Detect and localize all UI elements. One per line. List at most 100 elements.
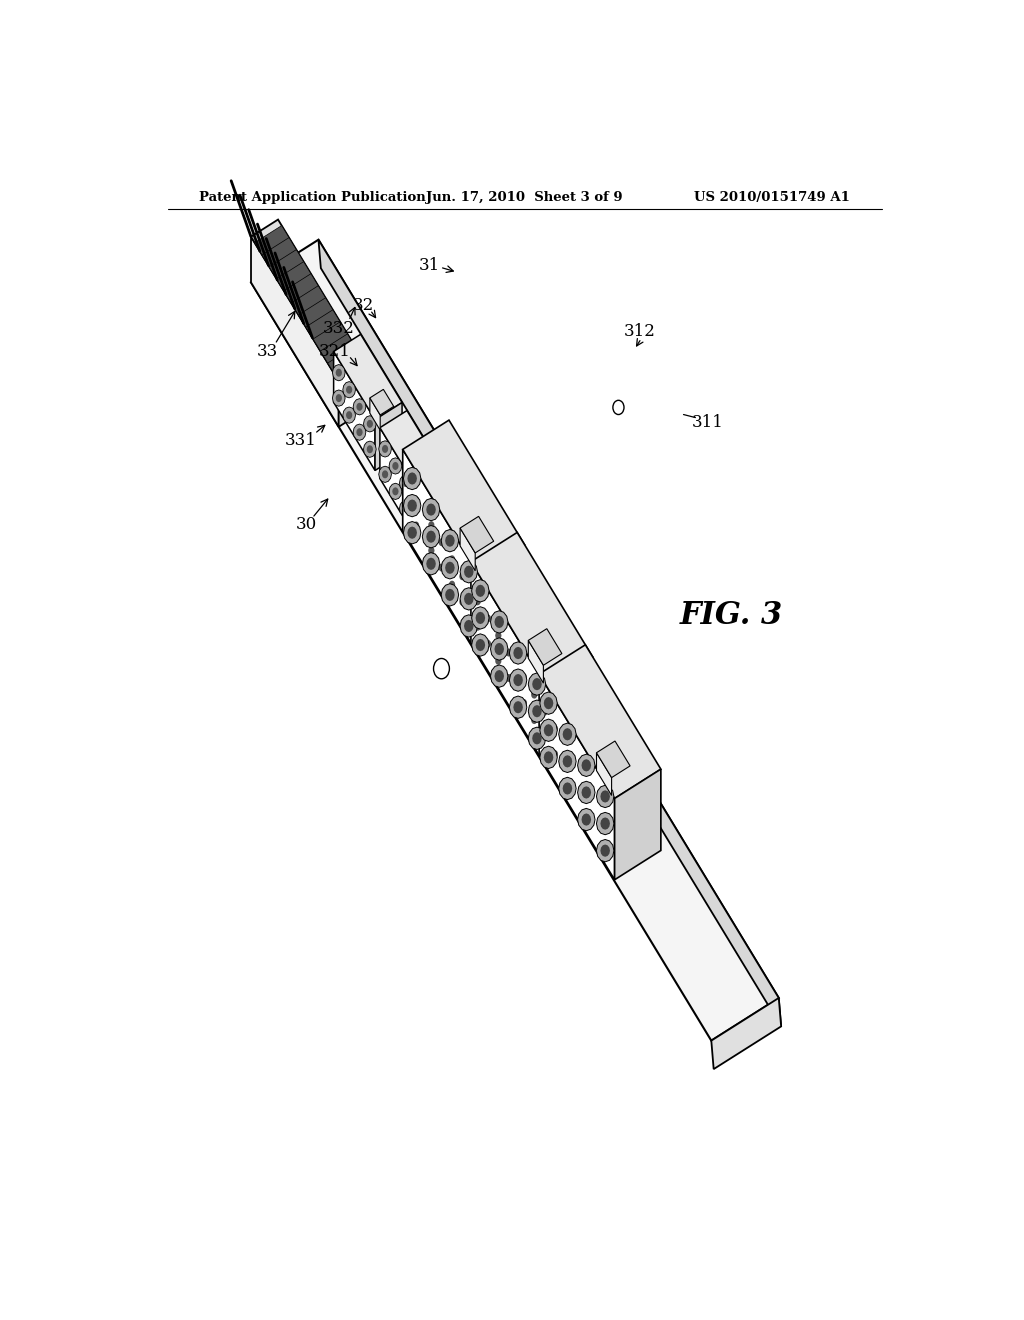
Polygon shape: [481, 610, 495, 627]
Polygon shape: [597, 752, 611, 796]
Polygon shape: [549, 746, 561, 762]
Polygon shape: [503, 669, 515, 686]
Polygon shape: [460, 528, 475, 570]
Polygon shape: [495, 643, 504, 655]
Polygon shape: [532, 733, 542, 744]
Polygon shape: [334, 351, 375, 470]
Polygon shape: [438, 564, 444, 572]
Polygon shape: [496, 631, 502, 639]
Polygon shape: [380, 411, 449, 496]
Polygon shape: [597, 741, 630, 777]
Polygon shape: [472, 579, 489, 602]
Polygon shape: [402, 420, 524, 574]
Polygon shape: [596, 812, 614, 834]
Polygon shape: [528, 640, 544, 684]
Polygon shape: [531, 715, 538, 725]
Polygon shape: [495, 671, 504, 682]
Polygon shape: [506, 648, 512, 656]
Polygon shape: [544, 751, 553, 763]
Polygon shape: [435, 535, 449, 550]
Polygon shape: [364, 416, 376, 432]
Polygon shape: [251, 236, 339, 426]
Polygon shape: [438, 539, 444, 546]
Text: 312: 312: [624, 322, 655, 339]
Polygon shape: [582, 813, 591, 826]
Polygon shape: [528, 686, 541, 702]
Text: 332: 332: [323, 319, 354, 337]
Polygon shape: [367, 420, 373, 428]
Polygon shape: [555, 702, 565, 735]
Polygon shape: [459, 573, 466, 581]
Polygon shape: [410, 517, 423, 533]
Polygon shape: [459, 598, 466, 606]
Polygon shape: [356, 403, 362, 411]
Polygon shape: [539, 704, 551, 719]
Polygon shape: [463, 541, 486, 568]
Polygon shape: [336, 395, 342, 403]
Polygon shape: [509, 696, 526, 718]
Polygon shape: [333, 364, 345, 380]
Polygon shape: [472, 634, 489, 656]
Polygon shape: [481, 636, 495, 652]
Polygon shape: [559, 777, 577, 800]
Polygon shape: [392, 487, 398, 495]
Polygon shape: [379, 466, 391, 482]
Polygon shape: [559, 723, 577, 746]
Polygon shape: [513, 675, 523, 686]
Polygon shape: [364, 441, 376, 457]
Polygon shape: [578, 808, 595, 830]
Polygon shape: [445, 577, 459, 593]
Polygon shape: [496, 657, 502, 665]
Polygon shape: [313, 322, 351, 356]
Polygon shape: [460, 561, 477, 583]
Text: 33: 33: [256, 343, 278, 360]
Text: 30: 30: [296, 516, 317, 533]
Polygon shape: [449, 581, 456, 589]
Polygon shape: [375, 403, 402, 470]
Polygon shape: [517, 694, 530, 711]
Polygon shape: [475, 585, 485, 597]
Polygon shape: [416, 474, 426, 507]
Polygon shape: [578, 781, 595, 804]
Polygon shape: [519, 656, 560, 775]
Polygon shape: [421, 479, 449, 546]
Polygon shape: [426, 557, 436, 570]
Text: 31: 31: [419, 256, 440, 273]
Polygon shape: [428, 546, 434, 554]
Polygon shape: [353, 399, 366, 414]
Polygon shape: [425, 543, 437, 558]
Polygon shape: [547, 657, 593, 767]
Polygon shape: [382, 470, 388, 478]
Polygon shape: [492, 627, 505, 644]
Polygon shape: [539, 675, 614, 879]
Polygon shape: [528, 711, 541, 729]
Polygon shape: [503, 644, 515, 660]
Polygon shape: [460, 587, 477, 610]
Polygon shape: [408, 527, 417, 539]
Polygon shape: [425, 517, 437, 533]
Polygon shape: [456, 568, 469, 585]
Polygon shape: [542, 733, 548, 741]
Polygon shape: [495, 615, 504, 628]
Polygon shape: [519, 639, 587, 725]
Polygon shape: [299, 298, 336, 333]
Polygon shape: [422, 499, 439, 521]
Polygon shape: [471, 562, 547, 767]
Polygon shape: [403, 467, 421, 490]
Polygon shape: [472, 564, 541, 648]
Polygon shape: [463, 550, 473, 582]
Text: 311: 311: [691, 414, 723, 432]
Polygon shape: [343, 381, 355, 397]
Polygon shape: [484, 614, 492, 623]
Polygon shape: [456, 594, 469, 610]
Polygon shape: [544, 697, 553, 709]
Polygon shape: [269, 249, 307, 284]
Polygon shape: [471, 619, 484, 635]
Polygon shape: [402, 504, 409, 512]
Polygon shape: [422, 553, 439, 576]
Polygon shape: [509, 618, 532, 644]
Polygon shape: [402, 479, 409, 487]
Polygon shape: [712, 998, 781, 1069]
Polygon shape: [542, 708, 548, 715]
Polygon shape: [560, 708, 587, 775]
